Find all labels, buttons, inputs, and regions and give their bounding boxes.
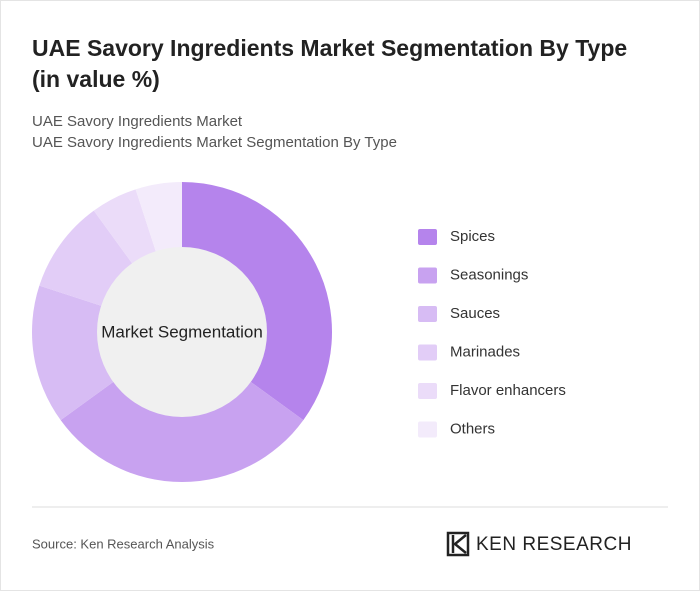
donut-hole: [97, 247, 267, 417]
legend-swatch: [418, 229, 437, 245]
legend-label: Others: [450, 420, 495, 437]
legend-label: Sauces: [450, 305, 500, 322]
legend-swatch: [418, 306, 437, 322]
legend-swatch: [418, 421, 437, 438]
legend-label: Seasonings: [450, 266, 528, 283]
subtitle: UAE Savory Ingredients Market Segmentati…: [32, 134, 397, 151]
legend-label: Spices: [450, 228, 495, 245]
title-line: UAE Savory Ingredients Market Segmentati…: [32, 35, 627, 61]
center-label: Market Segmentation: [101, 322, 263, 341]
legend: Spices Seasonings Sauces Marinades Flavor en…: [418, 228, 566, 438]
logo: KEN RESEARCH: [446, 531, 632, 557]
subtitle: UAE Savory Ingredients Market: [32, 113, 243, 130]
legend-label: Marinades: [450, 343, 520, 360]
title-line: (in value %): [32, 66, 160, 92]
logo-icon: [451, 534, 467, 554]
source: Source: Ken Research Analysis: [32, 536, 215, 551]
brand: KEN RESEARCH: [476, 534, 632, 555]
legend-swatch: [418, 344, 437, 361]
legend-swatch: [418, 267, 437, 284]
logo-icon: [446, 531, 470, 557]
legend-swatch: [418, 383, 437, 399]
legend-label: Flavor enhancers: [450, 382, 566, 399]
chart-title: UAE Savory Ingredients Market Segmentati…: [32, 35, 627, 92]
